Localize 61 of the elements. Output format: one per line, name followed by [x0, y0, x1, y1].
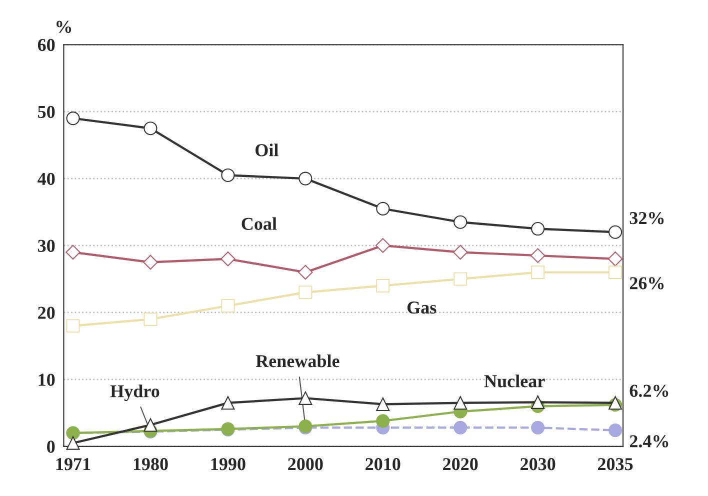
- x-tick-label: 1971: [56, 458, 90, 470]
- point: [298, 264, 313, 280]
- point: [531, 395, 545, 409]
- series-label: Gas: [407, 302, 436, 314]
- text: Renewable: [256, 354, 340, 368]
- point: [220, 252, 236, 266]
- point: [530, 248, 546, 263]
- y-axis-title: %: [56, 20, 72, 33]
- point: [66, 112, 80, 126]
- annotation: 32%: [630, 212, 664, 224]
- point: [608, 252, 623, 266]
- annotation: 2.4%: [630, 435, 668, 448]
- series-label: Oil: [256, 144, 278, 156]
- y-tick-label: 10: [38, 374, 55, 386]
- y-tick-label: 60: [38, 38, 55, 52]
- point: [298, 286, 312, 300]
- x-tick-label: 2000: [288, 458, 323, 470]
- point: [608, 266, 622, 280]
- point: [66, 319, 80, 333]
- point: [376, 278, 390, 292]
- point: [66, 436, 80, 450]
- point: [376, 414, 390, 428]
- series-label: Coal: [242, 217, 277, 230]
- point: [143, 254, 158, 270]
- point: [221, 299, 235, 313]
- point: [531, 420, 545, 434]
- point: [454, 215, 468, 229]
- y-tick-label: 40: [38, 172, 55, 185]
- annotation: 26%: [630, 277, 664, 290]
- point: [66, 244, 80, 260]
- x-tick-label: 1980: [134, 458, 168, 470]
- point: [376, 202, 390, 216]
- point: [298, 391, 312, 405]
- point: [454, 272, 468, 286]
- x-tick-label: 1990: [211, 458, 246, 470]
- series-label: Hydro: [110, 384, 160, 402]
- x-tick-label: 2010: [366, 458, 400, 470]
- point: [375, 238, 390, 253]
- point: [144, 418, 158, 432]
- point: [452, 244, 468, 260]
- point: [454, 420, 468, 434]
- point: [144, 312, 158, 326]
- point: [376, 397, 390, 411]
- point: [221, 168, 235, 182]
- y-tick-label: 0: [47, 440, 55, 453]
- annotation: 6.2%: [630, 384, 668, 397]
- y-tick-label: 50: [38, 106, 55, 118]
- y-tick-label: 30: [38, 240, 55, 252]
- point: [221, 396, 235, 410]
- y-tick-label: 20: [38, 306, 55, 319]
- x-tick-label: 2030: [520, 458, 556, 470]
- point: [608, 424, 622, 438]
- point: [608, 225, 622, 239]
- point: [531, 266, 545, 280]
- point: [531, 222, 545, 236]
- x-tick-label: 2020: [443, 458, 478, 470]
- point: [298, 172, 312, 186]
- point: [144, 122, 158, 136]
- series-label: Nuclear: [484, 374, 545, 388]
- x-tick-label: 2035: [598, 458, 633, 470]
- point: [454, 396, 468, 410]
